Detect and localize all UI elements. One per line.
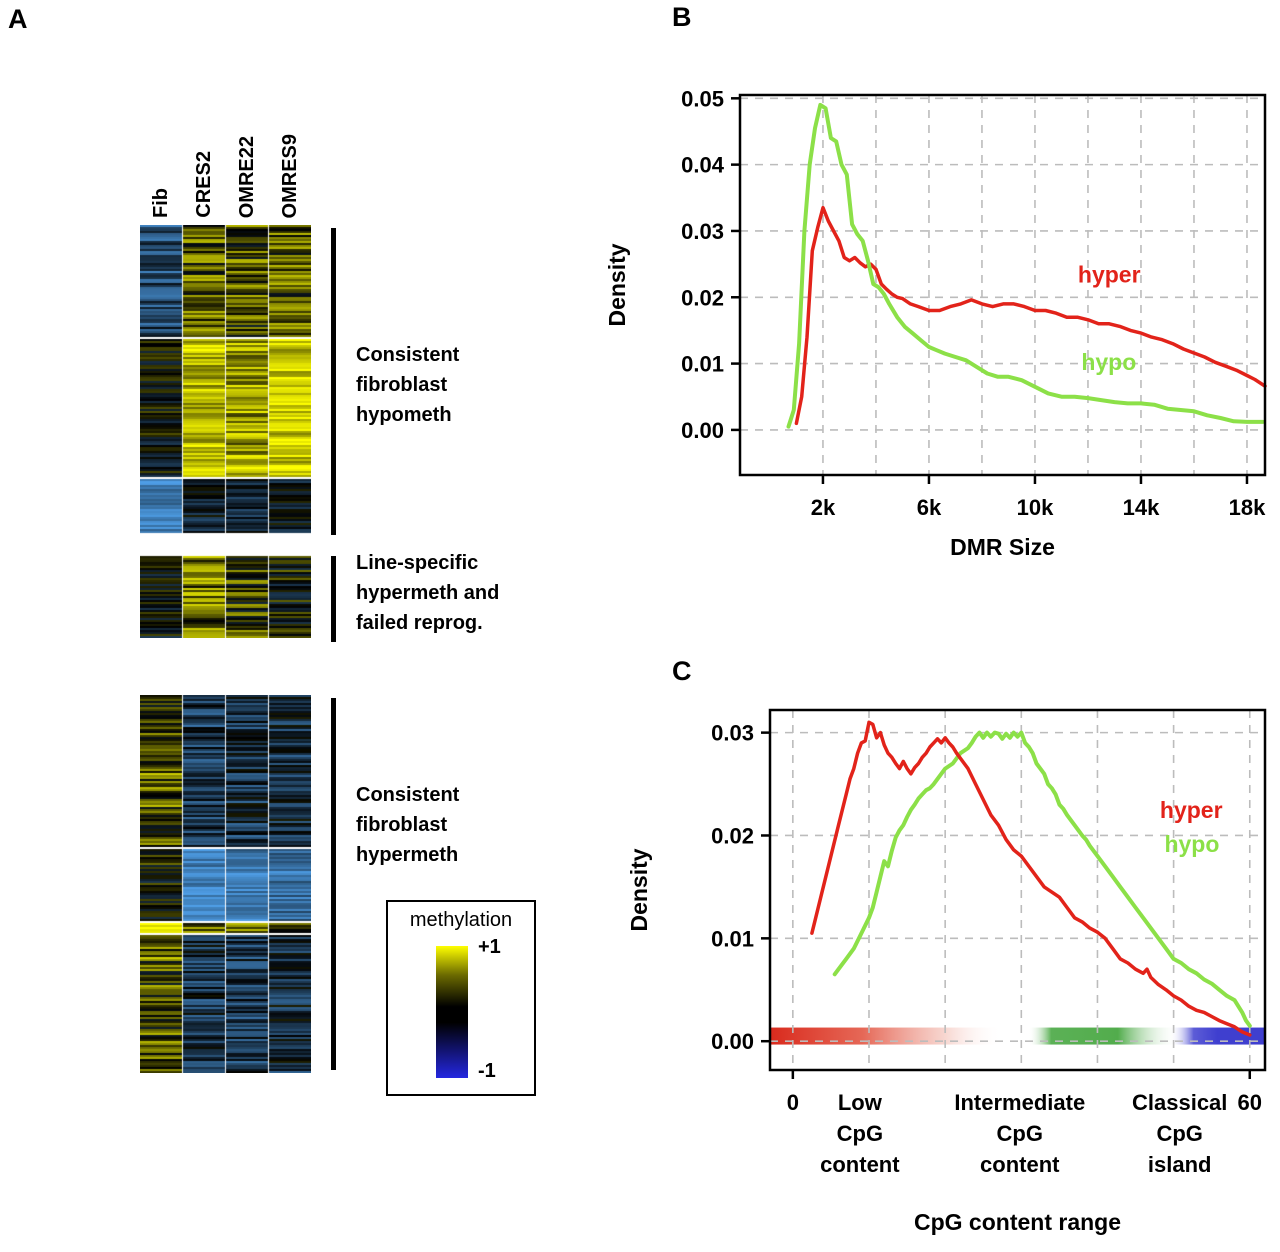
series-hypo-line xyxy=(832,730,1252,1028)
x-group-label: Intermediate CpG content xyxy=(954,1090,1085,1177)
y-tick-label: 0.01 xyxy=(681,352,724,377)
low-cpg-bar xyxy=(770,1027,1003,1045)
series-hypo-line xyxy=(786,102,1265,429)
annotation-hypo: hypo xyxy=(1081,349,1136,375)
plot-border xyxy=(738,93,1267,477)
y-tick-label: 0.00 xyxy=(711,1029,754,1054)
heatmap-column-label-omres9: OMRES9 xyxy=(279,133,301,218)
annotation-line-specific: Line-specific hypermeth and failed repro… xyxy=(356,552,500,634)
methylation-legend: methylation +1 -1 xyxy=(386,900,536,1096)
x-tick-label: 60 xyxy=(1238,1090,1262,1115)
x-tick-label: 10k xyxy=(1017,495,1054,520)
y-tick-label: 0.02 xyxy=(711,823,754,848)
x-tick-label: 2k xyxy=(811,495,836,520)
y-tick-label: 0.04 xyxy=(681,153,725,178)
methylation-gradient xyxy=(436,946,468,1078)
y-tick-label: 0.03 xyxy=(711,721,754,746)
y-axis-title: Density xyxy=(604,243,630,326)
series-hyper-line xyxy=(810,720,1252,1037)
x-tick-label: 18k xyxy=(1229,495,1266,520)
annotation-hyper: hyper xyxy=(1160,797,1223,823)
y-tick-label: 0.00 xyxy=(681,418,724,443)
x-tick-label: 6k xyxy=(917,495,942,520)
legend-title: methylation xyxy=(409,909,513,931)
heatmap-column-label-omre22: OMRE22 xyxy=(236,135,258,218)
x-axis-title: CpG content range xyxy=(914,1209,1121,1235)
heatmap-column-label-cres2: CRES2 xyxy=(193,151,215,218)
intermediate-cpg-bar xyxy=(1028,1027,1178,1045)
annotation-bar-hypometh xyxy=(331,228,336,535)
y-tick-label: 0.03 xyxy=(681,219,724,244)
x-group-label: Low CpG content xyxy=(820,1090,900,1177)
panel-c-label: C xyxy=(672,656,692,686)
legend-max-label: +1 xyxy=(478,936,501,958)
heatmap-column-label-fib: Fib xyxy=(150,188,172,218)
annotation-hypermeth: Consistent fibroblast hypermeth xyxy=(356,784,460,866)
x-group-label: Classical CpG island xyxy=(1132,1090,1227,1177)
cpg-content-density-chart: 0.00 0.01 0.02 0.03 0 60 Low CpG content Intermed… xyxy=(626,708,1267,1235)
legend-min-label: -1 xyxy=(478,1060,496,1082)
heatmap-block-bottom xyxy=(140,695,311,1073)
y-axis-title: Density xyxy=(626,848,652,931)
plot-border xyxy=(768,708,1267,1072)
annotation-bar-line-specific xyxy=(331,556,336,642)
y-tick-label: 0.05 xyxy=(681,86,724,111)
heatmap-block-top xyxy=(140,225,311,638)
annotation-hypometh: Consistent fibroblast hypometh xyxy=(356,344,460,426)
y-tick-label: 0.01 xyxy=(711,926,754,951)
x-tick-label: 0 xyxy=(787,1090,799,1115)
annotation-hyper: hyper xyxy=(1078,262,1141,288)
x-axis-title: DMR Size xyxy=(950,534,1055,560)
panel-a-label: A xyxy=(8,4,28,34)
panel-b-label: B xyxy=(672,2,692,32)
series-hyper-line xyxy=(794,205,1267,426)
annotation-hypo: hypo xyxy=(1164,831,1219,857)
annotation-bar-hypermeth xyxy=(331,698,336,1070)
x-tick-label: 14k xyxy=(1123,495,1160,520)
dmr-size-density-chart: 0.00 0.01 0.02 0.03 0.04 0.05 2k 6k 10k 14k 18k DMR… xyxy=(604,86,1267,560)
y-tick-label: 0.02 xyxy=(681,285,724,310)
